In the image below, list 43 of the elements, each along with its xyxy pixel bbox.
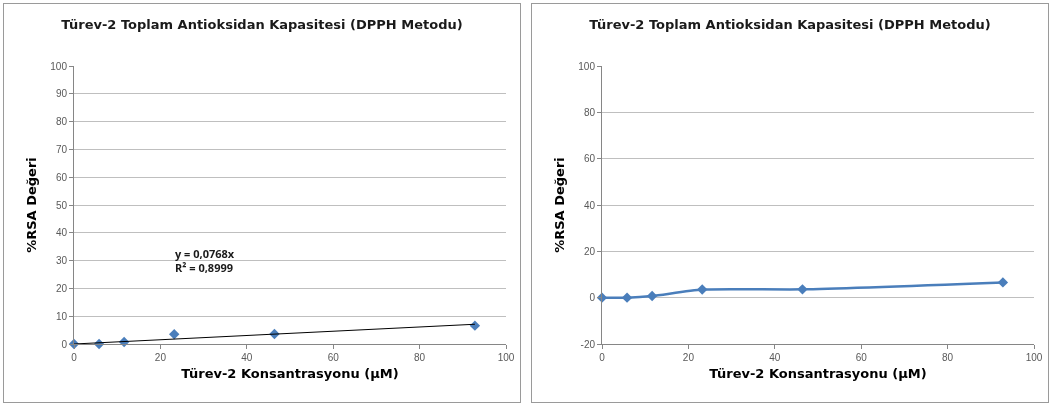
point [646,290,658,302]
y-tick-label: 10 [55,310,68,322]
y-axis-title: %RSA Değeri [552,157,568,253]
chart-title: Türev-2 Toplam Antioksidan Kapasitesi (DPPH Metodu) [589,17,991,33]
y-tick-label: 100 [50,60,68,72]
chart-title: Türev-2 Toplam Antioksidan Kapasitesi (DPPH Metodu) [61,17,463,33]
y-tick-label: 90 [55,88,68,100]
point [621,292,633,303]
x-tick-label: 60 [855,352,868,363]
x-tick-label: 80 [414,352,426,363]
y-tick-label: 30 [55,255,68,267]
x-tick-label: 40 [241,352,253,363]
x-axis-title: Türev-2 Konsantrasyonu (µM) [181,365,399,381]
point [169,329,180,340]
y-tick-label: 20 [583,245,596,257]
y-tick-label: 0 [61,338,68,350]
y-tick-label: 80 [55,116,68,128]
y-tick-label: 80 [583,106,596,118]
annotation: y = 0,0768x R² = 0,8999 [175,246,235,276]
point [997,277,1009,288]
y-tick-label: 100 [578,60,596,72]
x-tick-label: 40 [769,352,781,363]
y-tick-label: 20 [55,282,68,294]
x-tick-label: 80 [942,352,954,363]
x-axis-title: Türev-2 Konsantrasyonu (µM) [709,365,927,381]
y-axis-title: %RSA Değeri [24,157,40,253]
y-tick-label: 0 [589,292,596,304]
y-tick-label: 40 [583,199,596,211]
y-tick-label: 70 [55,143,68,155]
point [697,284,708,295]
y-tick-label: 60 [583,153,596,165]
y-tick-label: 40 [55,227,68,239]
x-tick-label: 0 [71,352,78,363]
x-tick-label: 100 [1025,352,1043,363]
point [797,284,808,295]
x-tick-label: 0 [599,352,606,363]
y-tick-label: 60 [55,171,68,183]
x-tick-label: 60 [327,352,340,363]
y-tick-label: -20 [580,338,596,350]
x-tick-label: 100 [497,352,515,363]
y-tick-label: 50 [55,199,68,211]
x-tick-label: 20 [154,352,167,363]
x-tick-label: 20 [682,352,695,363]
